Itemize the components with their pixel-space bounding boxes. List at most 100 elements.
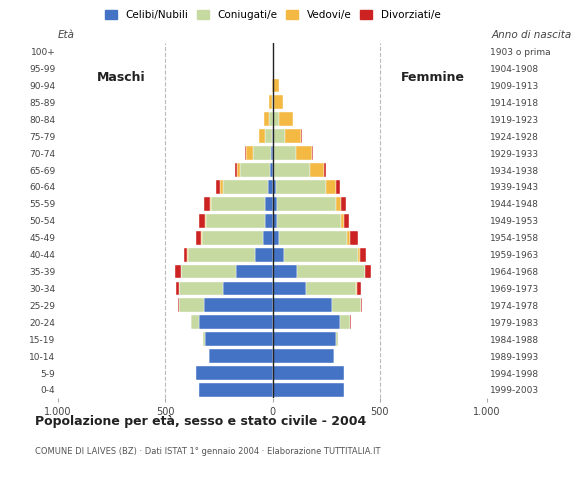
Bar <box>284 248 358 262</box>
Bar <box>365 264 371 278</box>
Bar <box>277 197 336 211</box>
Bar <box>216 180 220 194</box>
Bar <box>236 264 273 278</box>
Bar <box>199 214 205 228</box>
Bar <box>176 282 179 295</box>
Bar <box>358 248 360 262</box>
Bar <box>273 214 277 228</box>
Bar <box>210 197 212 211</box>
Bar <box>269 96 271 109</box>
Bar <box>273 282 306 295</box>
Bar <box>273 112 278 126</box>
Bar <box>175 264 181 278</box>
Bar <box>273 197 277 211</box>
Bar <box>204 299 273 312</box>
Bar <box>237 163 240 177</box>
Legend: Celibi/Nubili, Coniugati/e, Vedovi/e, Divorziati/e: Celibi/Nubili, Coniugati/e, Vedovi/e, Di… <box>100 6 445 24</box>
Bar <box>271 79 273 93</box>
Bar <box>336 197 341 211</box>
Bar <box>246 146 253 160</box>
Bar <box>274 96 283 109</box>
Bar <box>178 299 179 312</box>
Bar <box>296 146 312 160</box>
Bar <box>273 180 276 194</box>
Bar <box>357 282 361 295</box>
Bar <box>350 231 358 245</box>
Bar <box>245 146 246 160</box>
Bar <box>273 315 340 329</box>
Bar <box>263 231 273 245</box>
Bar <box>220 180 223 194</box>
Bar <box>341 197 346 211</box>
Bar <box>183 248 187 262</box>
Bar <box>203 332 205 346</box>
Bar <box>253 146 271 160</box>
Bar <box>280 231 347 245</box>
Bar <box>278 112 292 126</box>
Bar <box>235 163 237 177</box>
Bar <box>255 248 273 262</box>
Text: Età: Età <box>58 30 75 40</box>
Bar <box>273 299 332 312</box>
Bar <box>271 146 273 160</box>
Bar <box>273 383 345 397</box>
Bar <box>285 129 301 143</box>
Bar <box>264 129 272 143</box>
Bar <box>340 214 345 228</box>
Bar <box>202 231 263 245</box>
Bar <box>273 146 274 160</box>
Bar <box>264 112 269 126</box>
Bar <box>209 349 273 363</box>
Bar <box>197 366 273 380</box>
Bar <box>273 248 284 262</box>
Bar <box>179 282 223 295</box>
Bar <box>179 299 204 312</box>
Bar <box>345 214 349 228</box>
Bar <box>324 163 326 177</box>
Bar <box>197 231 201 245</box>
Bar <box>276 180 326 194</box>
Bar <box>310 163 324 177</box>
Bar <box>201 231 202 245</box>
Bar <box>212 197 265 211</box>
Bar <box>205 332 273 346</box>
Bar <box>340 315 350 329</box>
Bar <box>273 61 274 75</box>
Bar <box>269 112 273 126</box>
Text: Femmine: Femmine <box>401 71 465 84</box>
Bar <box>273 129 285 143</box>
Bar <box>274 163 310 177</box>
Text: Maschi: Maschi <box>97 71 145 84</box>
Bar <box>301 129 302 143</box>
Bar <box>223 180 268 194</box>
Bar <box>271 96 273 109</box>
Bar <box>198 383 273 397</box>
Bar <box>270 163 273 177</box>
Bar <box>273 96 274 109</box>
Bar <box>273 231 280 245</box>
Bar <box>273 349 333 363</box>
Bar <box>347 231 350 245</box>
Bar <box>273 163 274 177</box>
Bar <box>223 282 273 295</box>
Bar <box>198 315 273 329</box>
Bar <box>240 163 270 177</box>
Bar <box>273 332 336 346</box>
Text: Popolazione per età, sesso e stato civile - 2004: Popolazione per età, sesso e stato civil… <box>35 415 366 428</box>
Bar <box>265 197 273 211</box>
Bar <box>206 214 265 228</box>
Bar <box>182 264 236 278</box>
Text: Anno di nascita: Anno di nascita <box>491 30 572 40</box>
Bar <box>204 197 210 211</box>
Bar <box>277 214 340 228</box>
Bar <box>265 214 273 228</box>
Bar <box>191 315 198 329</box>
Bar <box>326 180 336 194</box>
Bar <box>332 299 361 312</box>
Bar <box>273 264 298 278</box>
Bar <box>312 146 313 160</box>
Bar <box>273 79 278 93</box>
Bar <box>360 248 367 262</box>
Bar <box>361 299 362 312</box>
Bar <box>205 214 206 228</box>
